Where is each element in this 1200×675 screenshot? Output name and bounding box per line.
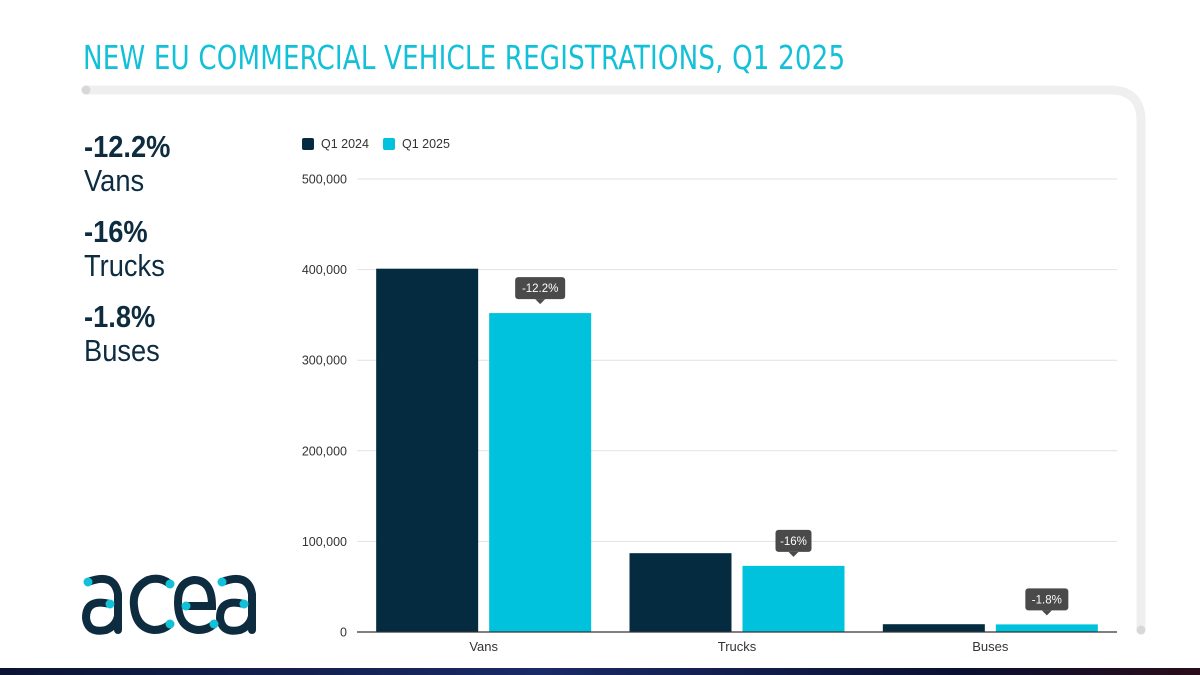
y-tick-label: 400,000: [302, 263, 347, 277]
annotation-box: [775, 529, 812, 552]
kpi-label: Vans: [84, 163, 145, 198]
kpi-label: Trucks: [84, 248, 165, 283]
kpi-vans: -12.2% Vans: [84, 130, 182, 198]
legend-swatch: [382, 138, 395, 150]
kpi-value: -16%: [84, 214, 148, 249]
legend-label: Q1 2025: [401, 137, 450, 151]
annotation-box: [515, 277, 566, 300]
kpi-value: -1.8%: [84, 299, 156, 334]
bottom-decorative-band: [0, 668, 1200, 675]
annotation-pointer: [535, 299, 546, 305]
x-tick-label: Vans: [469, 639, 498, 654]
annotation-pointer: [1041, 610, 1052, 616]
kpi-buses: -1.8% Buses: [84, 300, 182, 368]
y-tick-label: 500,000: [302, 173, 347, 187]
legend-item-q1-2025[interactable]: Q1 2025: [382, 137, 450, 151]
bar-vans-q1-2025: [489, 313, 592, 632]
annotation-label: -16%: [780, 536, 807, 548]
x-tick-label: Trucks: [718, 639, 757, 654]
y-tick-label: 300,000: [302, 354, 347, 368]
kpi-panel: -12.2% Vans -16% Trucks -1.8% Buses: [84, 130, 182, 385]
annotation-label: -12.2%: [522, 283, 558, 295]
bar-trucks-q1-2024: [629, 553, 732, 632]
y-tick-label: 200,000: [302, 444, 347, 458]
page-title: NEW EU COMMERCIAL VEHICLE REGISTRATIONS,…: [83, 38, 846, 77]
bar-buses-q1-2024: [882, 624, 985, 632]
bar-trucks-q1-2025: [742, 565, 845, 632]
legend-swatch: [302, 138, 314, 150]
bar-vans-q1-2024: [376, 268, 479, 632]
annotation-label: -1.8%: [1032, 594, 1062, 606]
kpi-trucks: -16% Trucks: [84, 215, 182, 283]
acea-logo-icon: [82, 574, 256, 635]
annotation-box: [1025, 588, 1069, 611]
kpi-label: Buses: [84, 333, 160, 368]
x-tick-label: Buses: [972, 639, 1009, 654]
legend-label: Q1 2024: [321, 137, 369, 151]
annotation-pointer: [788, 551, 799, 557]
y-tick-label: 0: [340, 626, 347, 640]
bar-buses-q1-2025: [995, 624, 1098, 632]
chart-legend: Q1 2024 Q1 2025: [302, 137, 464, 151]
y-tick-label: 100,000: [302, 535, 347, 549]
legend-item-q1-2024[interactable]: Q1 2024: [302, 137, 369, 151]
kpi-value: -12.2%: [84, 129, 171, 164]
